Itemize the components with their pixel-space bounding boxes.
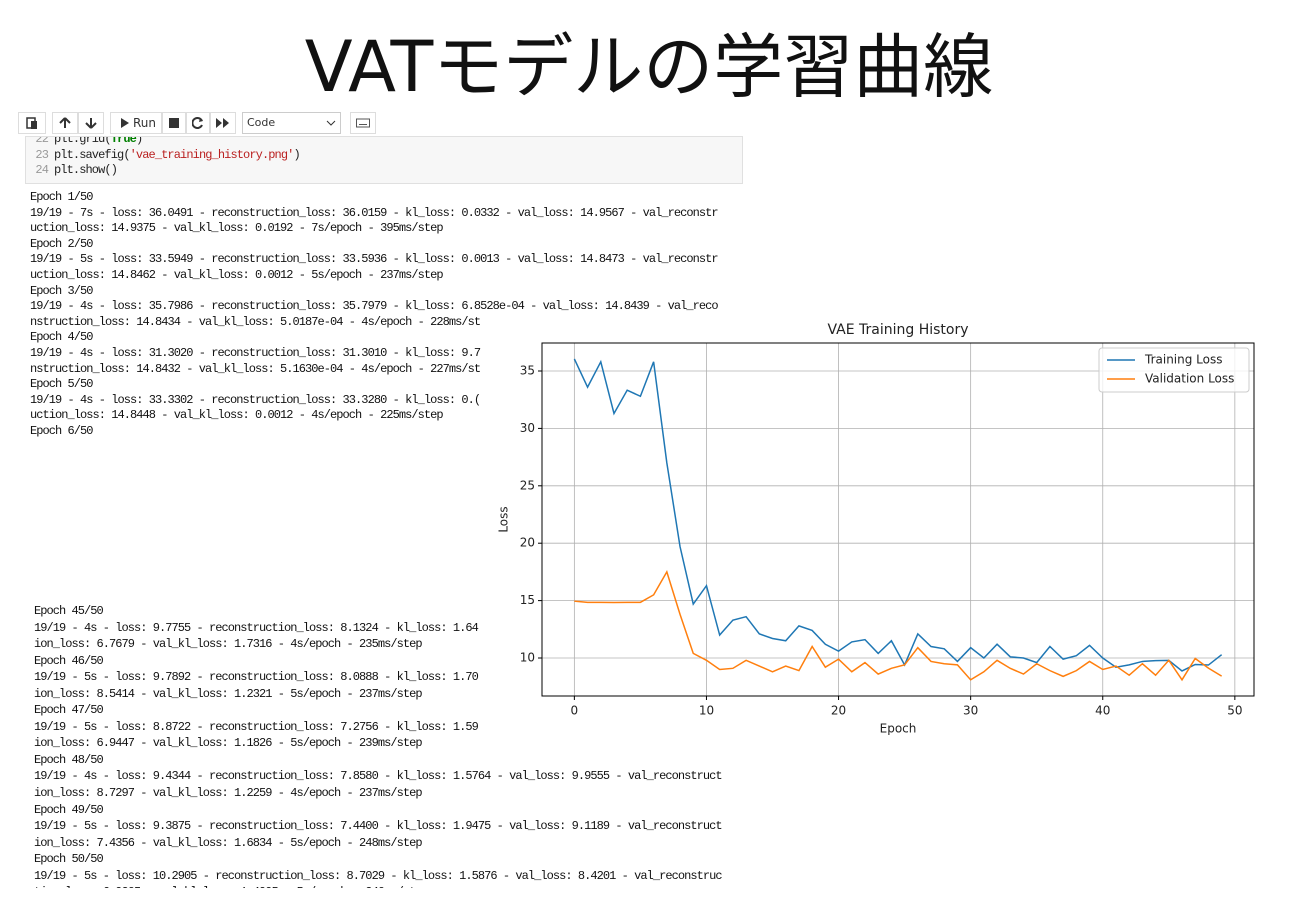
stop-button[interactable] [162,112,186,134]
x-axis-label: Epoch [880,722,917,736]
x-tick-label: 0 [571,704,579,718]
output-line: 19/19 - 5s - loss: 10.2905 - reconstruct… [34,868,723,883]
plot-frame [541,342,1255,697]
output-line: Epoch 46/50 [34,653,104,668]
output-line: nstruction_loss: 14.8432 - val_kl_loss: … [30,361,481,376]
output-line: uction_loss: 14.8462 - val_kl_loss: 0.00… [30,267,444,282]
output-line: Epoch 3/50 [30,283,93,298]
y-axis-label: Loss [497,506,511,532]
keyboard-icon [356,118,370,128]
code-token: plt.show() [54,163,118,177]
code-token: plt.savefig( [54,147,131,162]
output-line: Epoch 47/50 [34,703,104,718]
notebook-toolbar: Run Code [18,112,758,136]
output-line: uction_loss: 14.9375 - val_kl_loss: 0.01… [30,221,444,236]
output-line: uction_loss: 14.8448 - val_kl_loss: 0.00… [30,408,444,423]
output-line: Epoch 6/50 [30,423,93,438]
output-line: 19/19 - 5s - loss: 9.3875 - reconstructi… [34,819,723,834]
y-tick-label: 35 [520,364,535,378]
output-line: nstruction_loss: 14.8434 - val_kl_loss: … [30,314,481,329]
output-line: 19/19 - 5s - loss: 8.8722 - reconstructi… [34,719,479,734]
code-token: 'vae_training_history.png' [129,147,295,162]
output-line: tion_loss: 6.9205 - val_kl_loss: 1.4995 … [34,884,774,888]
x-tick-label: 20 [831,704,846,718]
paste-icon [26,117,37,129]
output-line: Epoch 45/50 [34,604,104,618]
output-line: Epoch 49/50 [34,802,104,817]
paste-button[interactable] [18,112,46,134]
up-icon [59,117,71,128]
move-up-button[interactable] [52,112,78,134]
y-tick-label: 30 [520,421,535,435]
output-top: Epoch 1/50 19/19 - 7s - loss: 36.0491 - r… [30,190,770,440]
stop-icon [169,118,179,128]
code-token: ) [135,136,143,146]
series-line [574,570,1223,682]
series-line [573,358,1223,672]
output-line: ion_loss: 7.4356 - val_kl_loss: 1.6834 -… [34,835,423,850]
code-line: 24 plt.show() [26,163,118,178]
x-tick-label: 50 [1227,704,1242,718]
chart-title: VAE Training History [827,322,968,338]
restart-button[interactable] [186,112,210,134]
output-line: ion_loss: 8.7297 - val_kl_loss: 1.2259 -… [34,786,423,801]
output-line: 19/19 - 5s - loss: 33.5949 - reconstruct… [30,252,719,267]
move-down-button[interactable] [78,112,104,134]
output-line: Epoch 50/50 [34,852,104,867]
dropdown-icon [326,120,336,126]
cell-type-select[interactable]: Code [242,112,341,134]
output-line: Epoch 5/50 [30,377,93,392]
output-bottom: Epoch 45/50 19/19 - 4s - loss: 9.7755 - r… [34,603,774,888]
output-line: ion_loss: 8.5414 - val_kl_loss: 1.2321 -… [34,686,423,701]
down-icon [85,118,97,129]
line-number: 24 [35,163,49,177]
code-line: 22 plt.grid(True) [26,136,143,147]
restart-icon [192,117,203,129]
code-token: plt.grid( [54,136,112,146]
y-tick-label: 10 [520,651,535,665]
code-token: ) [293,147,300,162]
run-all-button[interactable] [210,112,236,134]
legend-label: Validation Loss [1145,372,1234,386]
x-tick-label: 10 [699,704,714,718]
output-line: 19/19 - 4s - loss: 35.7986 - reconstruct… [30,299,719,314]
run-label: Run [133,116,157,130]
y-tick-label: 25 [520,478,535,492]
output-line: 19/19 - 5s - loss: 9.7892 - reconstructi… [34,670,479,685]
output-line: Epoch 1/50 [30,190,93,204]
output-line: Epoch 4/50 [30,330,93,345]
output-line: ion_loss: 6.9447 - val_kl_loss: 1.1826 -… [34,736,423,751]
line-number: 23 [35,147,49,162]
legend-label: Training Loss [1144,353,1222,367]
legend-box [1098,347,1250,393]
output-line: ion_loss: 6.7679 - val_kl_loss: 1.7316 -… [34,637,423,652]
cell-type-label: Code [247,116,276,129]
x-tick-label: 30 [963,704,978,718]
code-cell[interactable]: 22 plt.grid(True) 23 plt.savefig('vae_train… [25,136,743,184]
output-line: Epoch 48/50 [34,752,104,767]
run-icon [121,118,129,128]
run-button[interactable]: Run [110,112,162,134]
x-tick-label: 40 [1095,704,1110,718]
output-line: 19/19 - 4s - loss: 31.3020 - reconstruct… [30,345,481,360]
code-line: 23 plt.savefig('vae_training_history.png'… [26,148,300,163]
output-line: 19/19 - 4s - loss: 9.7755 - reconstructi… [34,620,479,635]
y-tick-label: 15 [520,593,535,607]
keyboard-button[interactable] [350,112,376,134]
run-all-icon [216,118,229,128]
output-line: 19/19 - 4s - loss: 9.4344 - reconstructi… [34,769,723,784]
output-line: 19/19 - 4s - loss: 33.3302 - reconstruct… [30,392,481,407]
line-number: 22 [35,136,49,146]
y-tick-label: 20 [520,536,535,550]
slide-title: VATモデルの学習曲線 [304,26,994,108]
output-line: Epoch 2/50 [30,236,93,251]
code-token: True [110,136,137,146]
output-line: 19/19 - 7s - loss: 36.0491 - reconstruct… [30,205,719,220]
chart: VAE Training History 0 10 20 30 40 50 10 15 20 25 3… [490,318,1262,742]
